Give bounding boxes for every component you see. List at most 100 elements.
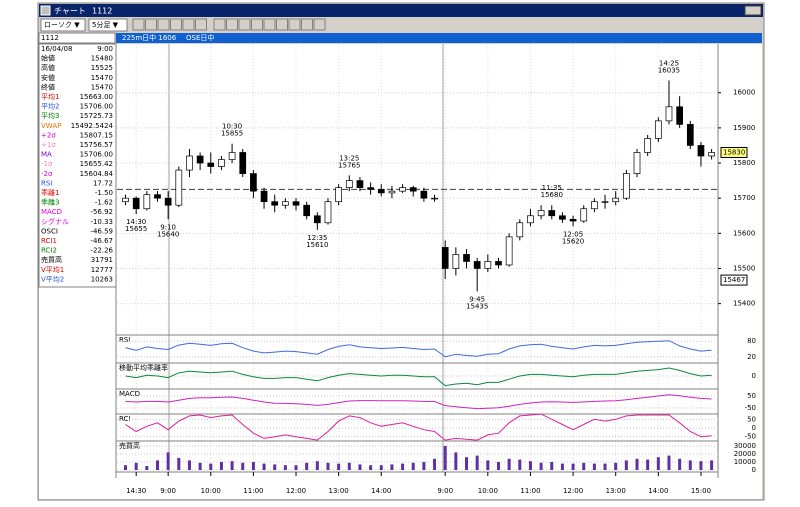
- tool-button[interactable]: [238, 18, 251, 31]
- window-button[interactable]: [744, 5, 762, 16]
- volume-bar: [134, 462, 138, 470]
- volume-bar: [678, 458, 682, 470]
- volume-bar: [177, 458, 181, 470]
- candle-body: [271, 201, 279, 206]
- annotation-price: 15620: [562, 237, 584, 245]
- tool-button[interactable]: [226, 18, 238, 31]
- candle-body: [601, 201, 609, 203]
- tool-button[interactable]: [182, 18, 195, 31]
- code-box: [38, 32, 116, 44]
- volume-bar: [592, 463, 596, 470]
- tool-button[interactable]: [145, 18, 157, 31]
- volume-bar: [656, 457, 660, 470]
- candle-body: [708, 152, 715, 157]
- candle-body: [633, 152, 641, 174]
- panel-tick-label: 0: [752, 424, 756, 432]
- tool-button[interactable]: [263, 18, 276, 31]
- panel-tick-label: 20: [747, 353, 756, 361]
- tool-button[interactable]: [157, 18, 170, 31]
- candle-body: [250, 173, 257, 192]
- candle-body: [218, 159, 225, 167]
- info-label: -1σ: [41, 160, 53, 168]
- volume-bar: [145, 466, 149, 470]
- tool-button[interactable]: [170, 18, 182, 31]
- annotation-price: 15680: [541, 191, 563, 199]
- x-tick-label: 9:00: [160, 487, 176, 495]
- volume-bar: [262, 463, 266, 470]
- tool-button[interactable]: [301, 18, 313, 31]
- x-tick-label: 14:00: [371, 487, 391, 495]
- y-tick-label: 15400: [733, 300, 755, 308]
- panel-tick-label: 80: [747, 337, 756, 345]
- panel-tick-label: -50: [745, 404, 756, 412]
- annotation-price: 15435: [466, 302, 488, 310]
- info-label: OSCI: [41, 227, 58, 235]
- candle-body: [516, 222, 524, 238]
- candle-body: [623, 173, 630, 199]
- info-value: -22.26: [90, 247, 113, 255]
- info-label: 終値: [41, 82, 55, 91]
- info-value: 15470: [91, 83, 113, 91]
- volume-bar: [539, 462, 543, 470]
- info-label: シグナル: [41, 217, 69, 226]
- panel-title: RCI: [119, 415, 130, 423]
- info-label: 平均1: [41, 92, 59, 101]
- interval-select[interactable]: [88, 18, 128, 32]
- info-label: +2σ: [41, 131, 56, 139]
- panel-line: [125, 340, 712, 358]
- chart-type: ローソク ▼: [44, 21, 80, 29]
- candle-body: [239, 152, 247, 174]
- volume-bar: [646, 459, 650, 470]
- candle-body: [143, 194, 151, 210]
- candle-body: [196, 155, 204, 164]
- volume-bar: [560, 463, 564, 470]
- volume-bar: [486, 460, 490, 470]
- candle-body: [399, 187, 406, 192]
- info-value: -10.33: [90, 218, 113, 226]
- volume-bar: [187, 460, 191, 470]
- info-label: MACD: [41, 208, 62, 216]
- candle-body: [335, 187, 342, 203]
- info-panel: [38, 43, 117, 288]
- candle-body: [644, 138, 652, 153]
- info-value: -56.92: [90, 208, 113, 216]
- info-value: 17.72: [93, 179, 113, 187]
- info-bar: [116, 33, 762, 43]
- annotation-time: 9:10: [160, 223, 176, 231]
- info-code: 1112: [41, 34, 59, 42]
- volume-bar: [326, 462, 330, 470]
- info-label: 高値: [41, 63, 55, 72]
- volume-bar: [699, 461, 703, 470]
- candle-body: [441, 247, 449, 269]
- tool-button[interactable]: [213, 18, 226, 31]
- tool-button[interactable]: [313, 18, 326, 31]
- chart-type-select[interactable]: [40, 18, 86, 32]
- panel-line: [125, 367, 712, 387]
- candle-body: [260, 190, 268, 203]
- candle-body: [122, 197, 129, 203]
- candle-body: [473, 261, 481, 269]
- candle-body: [591, 201, 598, 210]
- info-value: -1.50: [95, 189, 113, 197]
- info-label: V平均1: [41, 265, 64, 274]
- annotation-price: 16035: [658, 66, 680, 74]
- volume-bar: [667, 455, 671, 470]
- volume-bar: [379, 465, 383, 470]
- tool-button[interactable]: [288, 18, 301, 31]
- candle-body: [654, 120, 662, 139]
- panel-title: 移動平均乖離率: [119, 363, 168, 372]
- info-value: -46.59: [90, 227, 113, 235]
- tool-button[interactable]: [132, 18, 145, 31]
- volume-bar: [550, 462, 554, 470]
- x-tick-label: 11:00: [520, 487, 540, 495]
- info-value: 31791: [91, 256, 113, 264]
- panel-tick-label: 30000: [734, 442, 756, 450]
- x-tick-label: 13:00: [329, 487, 349, 495]
- tool-button[interactable]: [195, 18, 207, 31]
- annotation-price: 15855: [221, 130, 243, 138]
- window-code: 1112: [92, 7, 112, 16]
- tool-button[interactable]: [276, 18, 288, 31]
- panel-title: MACD: [119, 390, 140, 398]
- candle-body: [164, 197, 172, 206]
- tool-button[interactable]: [251, 18, 263, 31]
